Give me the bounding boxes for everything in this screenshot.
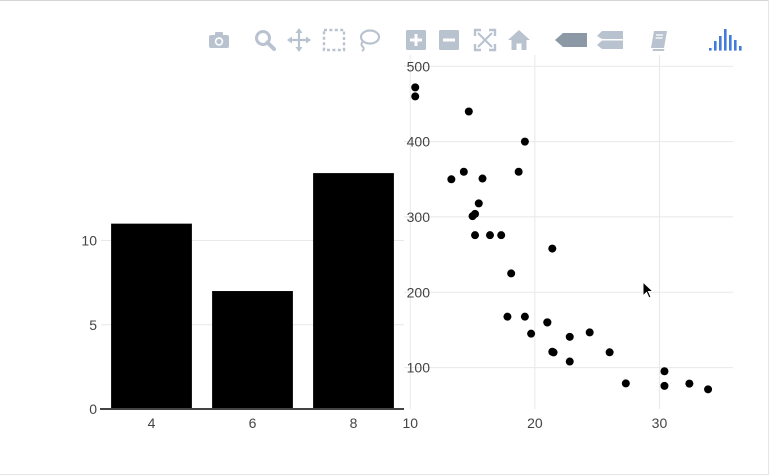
- home-icon[interactable]: [505, 26, 533, 54]
- scatter-point: [474, 199, 483, 208]
- lasso-select-icon[interactable]: [355, 26, 383, 54]
- scatter-y-tick-label: 200: [407, 284, 431, 300]
- scatter-point: [660, 381, 669, 390]
- pan-icon[interactable]: [285, 26, 313, 54]
- box-select-icon[interactable]: [320, 26, 348, 54]
- scatter-point: [520, 137, 529, 146]
- autoscale-icon[interactable]: [471, 26, 499, 54]
- scatter-point: [468, 212, 477, 221]
- scatter-point: [478, 174, 487, 183]
- scatter-point: [514, 167, 523, 176]
- scatter-point: [605, 348, 614, 357]
- scatter-point: [548, 347, 557, 356]
- scatter-y-tick-label: 500: [407, 58, 431, 74]
- bar: [111, 223, 192, 409]
- scatter-y-tick-label: 100: [407, 360, 431, 376]
- compare-hover-icon[interactable]: [595, 26, 627, 54]
- scatter-y-tick-label: 400: [407, 134, 431, 150]
- bar: [313, 173, 394, 409]
- scatter-point: [503, 312, 512, 321]
- scatter-point: [565, 357, 574, 366]
- mouse-cursor-icon: [642, 280, 655, 299]
- scatter-chart: 100 200 300 400 500 10 20 30: [402, 55, 733, 431]
- bar-x-tick-label: 6: [249, 415, 257, 431]
- bar-x-tick-label: 4: [148, 415, 156, 431]
- scatter-point: [485, 231, 494, 240]
- scatter-point: [411, 83, 420, 92]
- bar: [212, 291, 293, 409]
- scatter-point: [411, 92, 420, 101]
- scatter-point: [527, 329, 536, 338]
- scatter-point: [464, 107, 473, 116]
- zoom-in-icon[interactable]: [402, 26, 430, 54]
- scatter-point: [548, 244, 557, 253]
- scatter-x-tick-label: 30: [652, 415, 668, 431]
- modebar: [205, 26, 750, 56]
- top-border: [0, 0, 769, 1]
- scatter-point: [471, 231, 480, 240]
- zoom-icon[interactable]: [251, 26, 279, 54]
- scatter-point: [459, 167, 468, 176]
- spike-lines-icon[interactable]: [553, 26, 589, 54]
- scatter-x-tick-label: 10: [402, 415, 418, 431]
- scatter-y-tick-label: 300: [407, 209, 431, 225]
- scatter-point: [585, 328, 594, 337]
- edit-chart-icon[interactable]: [645, 26, 673, 54]
- bar-y-tick-label: 10: [81, 233, 97, 249]
- scatter-point: [685, 379, 694, 388]
- bar-chart: 4 6 8 0 5 10: [81, 173, 404, 431]
- camera-icon[interactable]: [205, 26, 233, 54]
- scatter-point: [660, 367, 669, 376]
- scatter-point: [447, 175, 456, 184]
- bar-x-tick-label: 8: [350, 415, 358, 431]
- scatter-point: [543, 318, 552, 327]
- scatter-point: [507, 269, 516, 278]
- zoom-out-icon[interactable]: [435, 26, 463, 54]
- scatter-x-tick-label: 20: [527, 415, 543, 431]
- scatter-point: [497, 231, 506, 240]
- scatter-point: [704, 385, 713, 394]
- bar-y-tick-label: 5: [89, 317, 97, 333]
- scatter-point: [565, 332, 574, 341]
- plotly-logo-icon[interactable]: [707, 26, 747, 54]
- scatter-point: [621, 379, 630, 388]
- bar-y-tick-label: 0: [89, 401, 97, 417]
- scatter-point: [520, 312, 529, 321]
